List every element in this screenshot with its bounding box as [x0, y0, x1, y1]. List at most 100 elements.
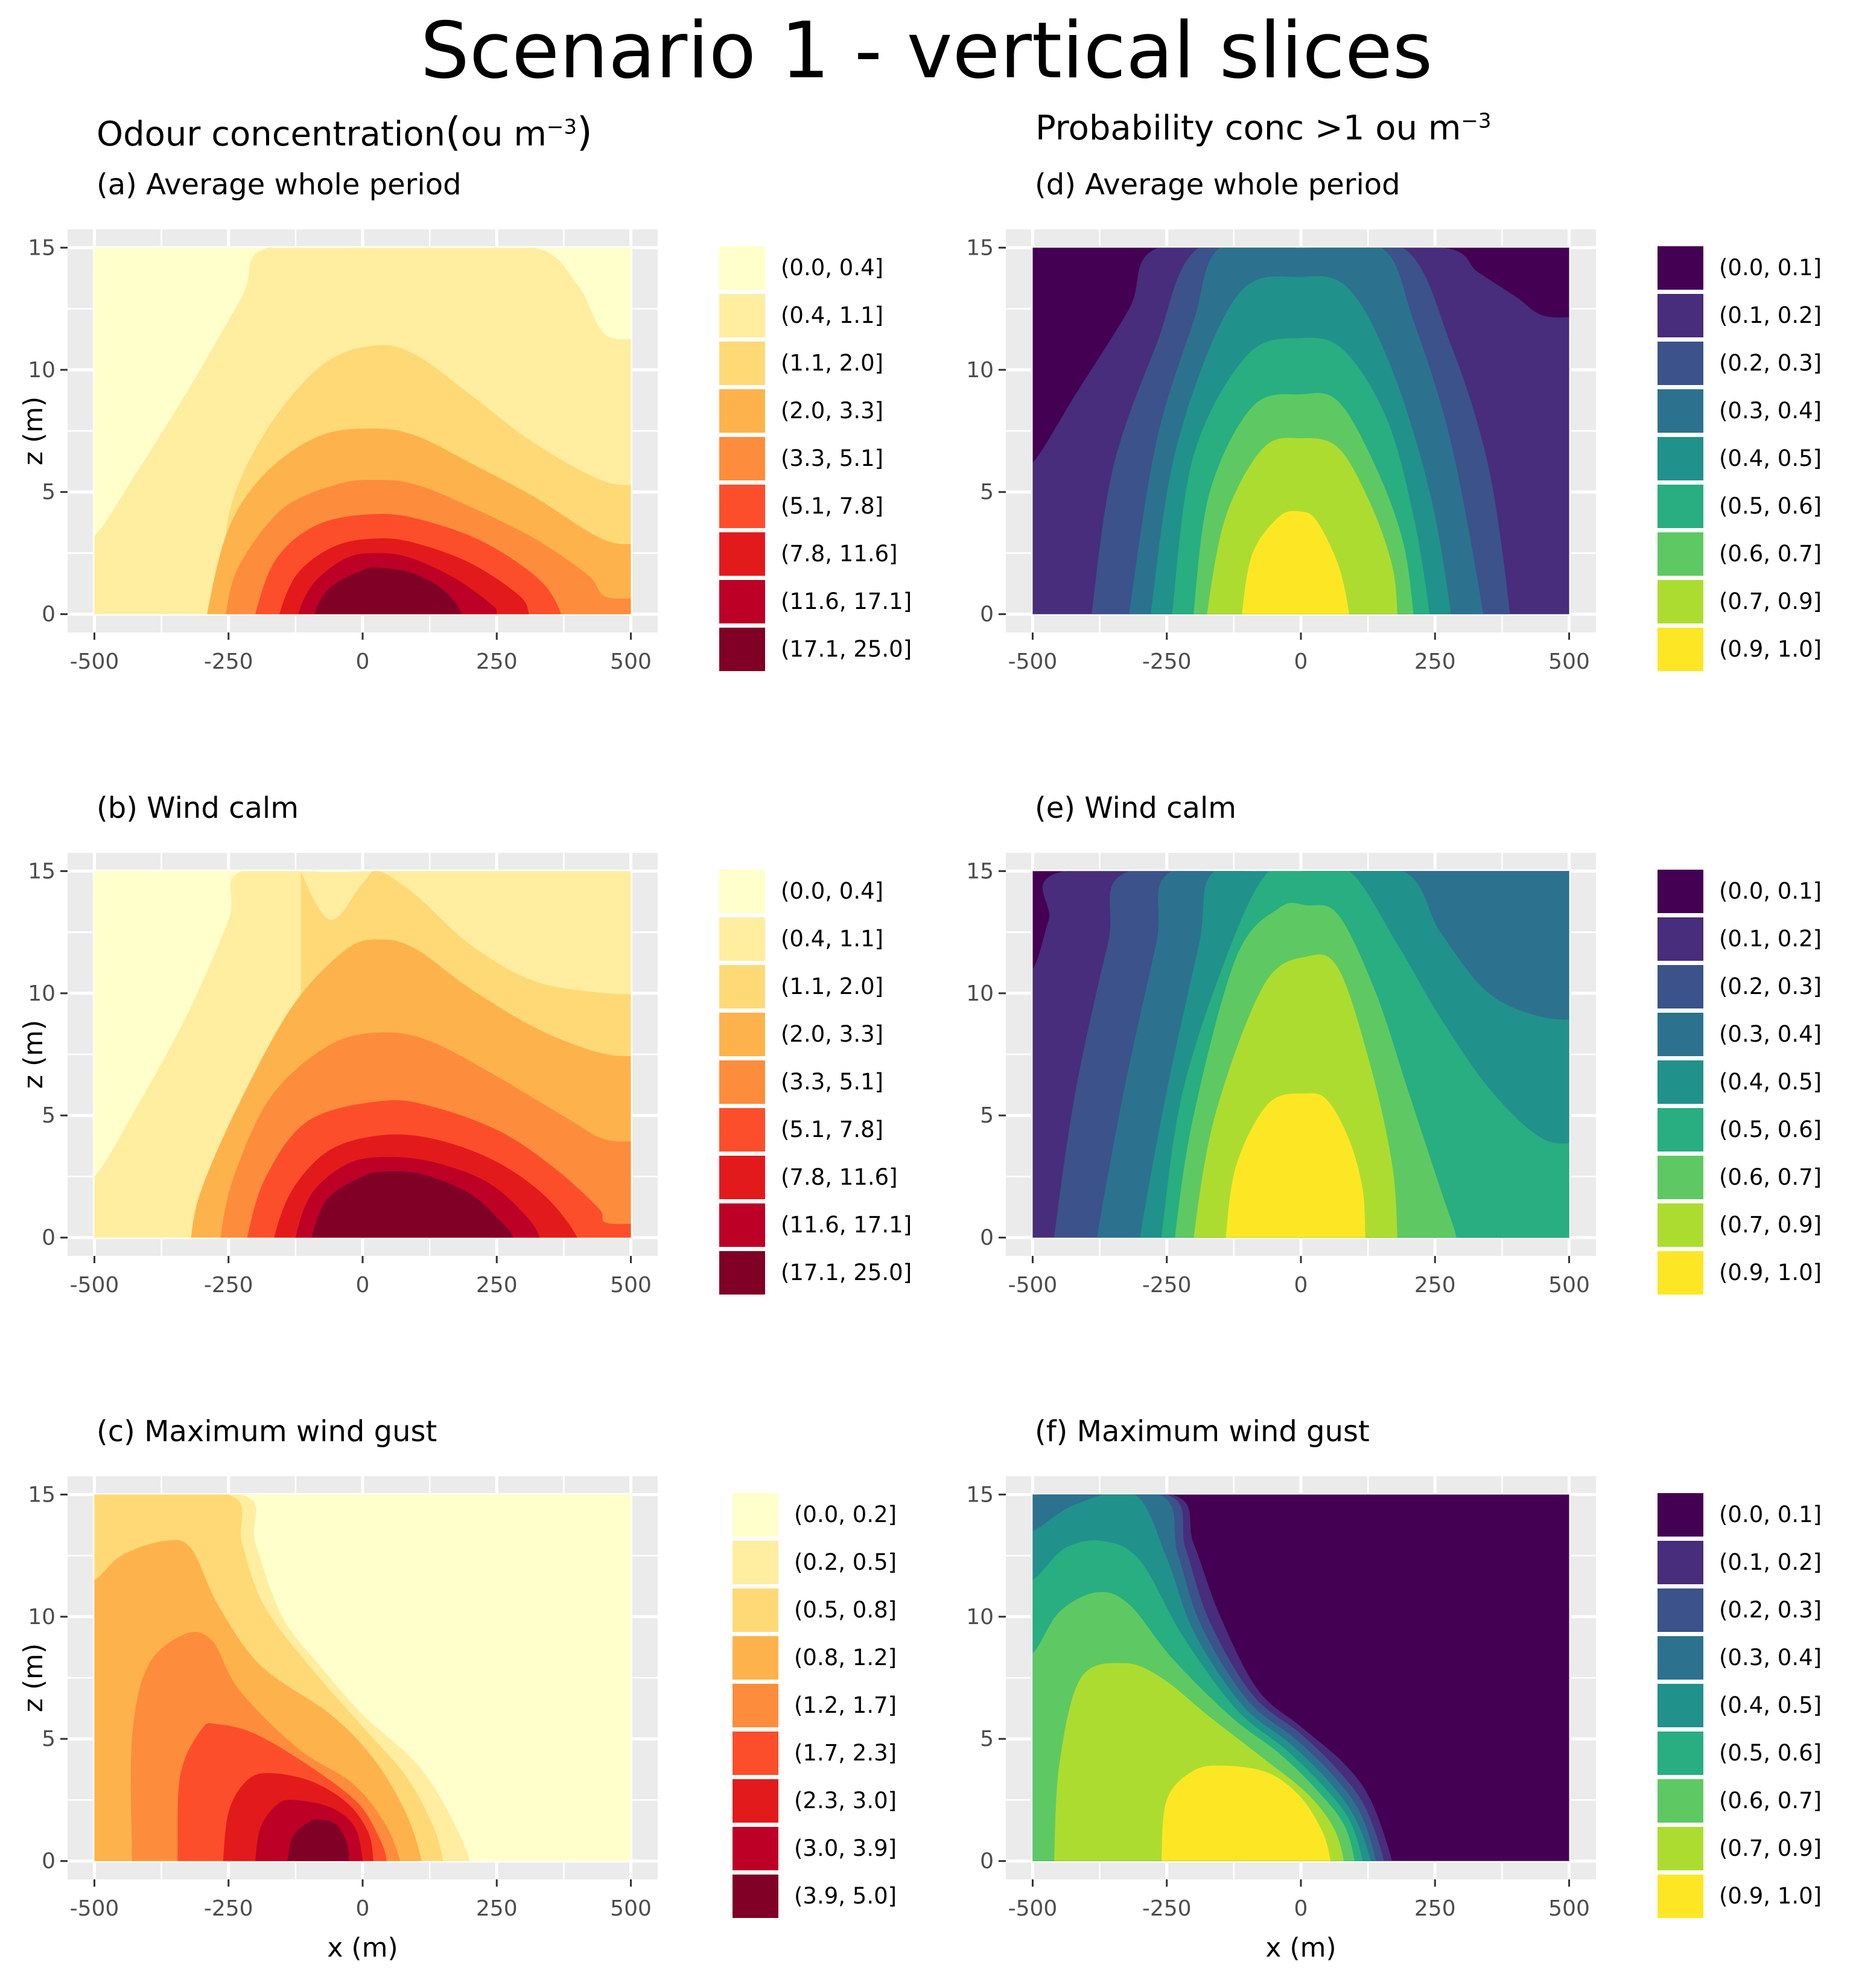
legend-key	[719, 1156, 765, 1199]
x-tick-label: -250	[204, 1896, 253, 1921]
legend-label: (1.1, 2.0]	[781, 973, 883, 999]
legend-key	[719, 294, 765, 337]
legend-label: (0.4, 0.5]	[1719, 1692, 1822, 1718]
legend-label: (17.1, 25.0]	[781, 1260, 912, 1286]
contour-field	[1032, 247, 1569, 614]
left-column-unit-open: (	[445, 109, 461, 155]
legend: (0.0, 0.4] (0.4, 1.1] (1.1, 2.0] (2.0, 3.3]…	[719, 870, 912, 1295]
x-tick-label: 0	[356, 1273, 370, 1298]
legend-key	[733, 1875, 778, 1918]
legend-label: (0.8, 1.2]	[794, 1645, 897, 1671]
legend-label: (1.1, 2.0]	[781, 350, 883, 376]
axes: -500 -250 0 250 500 0 5 10 15	[966, 859, 1590, 1298]
legend-key	[1658, 532, 1703, 576]
legend-label: (0.5, 0.6]	[1719, 1740, 1822, 1766]
y-axis-label: z (m)	[18, 397, 49, 465]
left-column-unit: ou m	[460, 115, 547, 154]
contour-band-8	[1225, 1093, 1365, 1238]
legend-key	[1658, 917, 1703, 961]
panel-f: (f) Maximum wind gust -500 -250 0 250 500 0 5 10…	[966, 1415, 1822, 1963]
x-tick-label: 250	[1414, 649, 1456, 674]
legend-label: (0.0, 0.2]	[794, 1502, 897, 1528]
legend-label: (2.0, 3.3]	[781, 1021, 883, 1047]
legend-key	[1658, 1060, 1703, 1104]
legend-label: (5.1, 7.8]	[781, 493, 883, 519]
legend-key	[719, 1251, 765, 1295]
x-tick-label: -500	[70, 1896, 119, 1921]
legend-key	[719, 870, 765, 913]
y-tick-label: 0	[980, 1226, 994, 1250]
y-tick-label: 10	[28, 1605, 56, 1630]
legend-label: (0.3, 0.4]	[1719, 1021, 1822, 1047]
x-tick-label: 500	[1548, 1896, 1590, 1921]
legend-key	[1658, 1203, 1703, 1247]
legend-label: (3.9, 5.0]	[794, 1883, 897, 1909]
legend-key	[1658, 389, 1703, 433]
legend-label: (3.0, 3.9]	[794, 1835, 897, 1861]
legend-label: (2.3, 3.0]	[794, 1788, 897, 1814]
panel-title: (b) Wind calm	[97, 791, 299, 825]
y-tick-label: 10	[28, 358, 56, 383]
legend-label: (0.0, 0.1]	[1719, 255, 1822, 281]
x-axis-label: x (m)	[1265, 1932, 1336, 1963]
contour-field	[94, 1494, 631, 1861]
legend-key	[1658, 1013, 1703, 1056]
x-tick-label: 250	[476, 1896, 518, 1921]
y-tick-label: 0	[42, 602, 56, 627]
figure-title: Scenario 1 - vertical slices	[420, 6, 1433, 96]
legend-label: (0.0, 0.1]	[1719, 878, 1822, 904]
x-tick-label: -250	[1142, 1896, 1192, 1921]
legend-key	[733, 1732, 778, 1775]
legend-label: (0.6, 0.7]	[1719, 541, 1822, 567]
y-tick-label: 15	[28, 1482, 56, 1507]
legend-label: (11.6, 17.1]	[781, 1212, 912, 1238]
x-tick-label: 500	[610, 1896, 652, 1921]
contour-field	[94, 871, 631, 1238]
panel-title: (e) Wind calm	[1035, 791, 1236, 825]
x-tick-label: -250	[1142, 1273, 1192, 1298]
left-column-text: Odour concentration	[97, 115, 446, 154]
x-tick-label: -500	[70, 1273, 119, 1298]
x-tick-label: -250	[1142, 649, 1192, 674]
legend-key	[1658, 628, 1703, 671]
legend-label: (0.6, 0.7]	[1719, 1788, 1822, 1814]
y-tick-label: 10	[966, 358, 994, 383]
panel-title: (f) Maximum wind gust	[1035, 1415, 1370, 1448]
legend-key	[733, 1827, 778, 1870]
legend-label: (0.5, 0.8]	[794, 1597, 897, 1623]
legend-key	[733, 1636, 778, 1680]
legend-key	[719, 1013, 765, 1056]
legend-key	[1658, 965, 1703, 1008]
contour-field	[1032, 871, 1569, 1238]
legend-key	[1658, 1108, 1703, 1152]
legend-key	[1658, 485, 1703, 528]
x-tick-label: -250	[204, 1273, 253, 1298]
y-tick-label: 15	[28, 235, 56, 260]
legend-key	[1658, 342, 1703, 385]
legend-label: (0.7, 0.9]	[1719, 1835, 1822, 1861]
legend-label: (17.1, 25.0]	[781, 636, 912, 662]
y-tick-label: 10	[28, 981, 56, 1006]
axes: -500 -250 0 250 500 0 5 10 15 z (m)	[18, 235, 652, 674]
y-tick-label: 0	[980, 602, 994, 627]
legend-label: (0.0, 0.4]	[781, 255, 883, 281]
y-tick-label: 5	[42, 480, 56, 505]
legend-key	[733, 1684, 778, 1727]
legend-label: (0.2, 0.5]	[794, 1549, 897, 1575]
legend-key	[1658, 1684, 1703, 1727]
legend-key	[1658, 870, 1703, 913]
y-tick-label: 5	[42, 1727, 56, 1751]
x-tick-label: -500	[1008, 1896, 1058, 1921]
legend-key	[1658, 1636, 1703, 1680]
legend-label: (0.4, 0.5]	[1719, 1069, 1822, 1095]
legend-label: (0.3, 0.4]	[1719, 398, 1822, 424]
axes: -500 -250 0 250 500 0 5 10 15	[966, 235, 1590, 674]
y-tick-label: 15	[966, 859, 994, 884]
axes: -500 -250 0 250 500 0 5 10 15 z (m) x (m)	[18, 1482, 652, 1963]
x-tick-label: -250	[204, 649, 253, 674]
x-tick-label: 250	[1414, 1273, 1456, 1298]
x-tick-label: 500	[1548, 1273, 1590, 1298]
legend-key	[733, 1541, 778, 1584]
legend-key	[719, 965, 765, 1008]
